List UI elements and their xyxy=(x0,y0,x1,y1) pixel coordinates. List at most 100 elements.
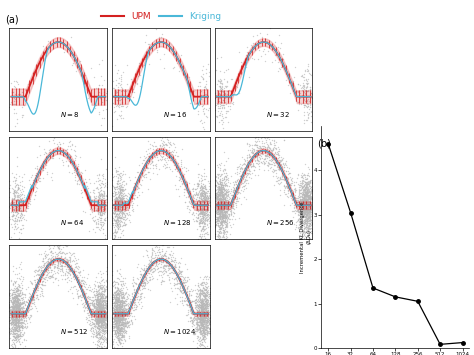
Point xyxy=(13,301,21,307)
Point xyxy=(191,331,199,336)
Point xyxy=(246,160,253,165)
Point xyxy=(94,315,102,320)
Point xyxy=(218,215,226,221)
Point xyxy=(12,339,19,344)
Point xyxy=(146,268,154,273)
Point xyxy=(115,310,123,316)
Point xyxy=(110,309,118,315)
Point xyxy=(58,267,65,272)
Point xyxy=(97,184,105,190)
Point xyxy=(121,222,129,228)
Point xyxy=(301,197,309,203)
Point xyxy=(104,220,111,226)
Point xyxy=(227,204,234,209)
Point xyxy=(217,201,225,207)
Point xyxy=(221,173,228,179)
Point xyxy=(211,95,219,101)
Point xyxy=(165,255,173,261)
Point xyxy=(121,316,129,322)
Point xyxy=(229,222,237,227)
Point xyxy=(243,140,251,146)
Point xyxy=(86,322,93,328)
Point xyxy=(301,230,308,235)
Point xyxy=(14,319,22,324)
Point xyxy=(302,209,310,214)
Point xyxy=(74,263,82,269)
Point xyxy=(118,179,126,185)
Point xyxy=(92,306,100,312)
Point xyxy=(222,174,229,179)
Point xyxy=(238,64,246,69)
Point xyxy=(118,317,126,323)
Point xyxy=(94,314,102,320)
Point xyxy=(94,198,101,203)
Point xyxy=(216,212,224,217)
Point xyxy=(111,308,119,314)
Point xyxy=(309,221,316,227)
Point xyxy=(113,328,120,334)
Point xyxy=(263,149,270,155)
Point xyxy=(150,269,157,275)
Point xyxy=(307,178,314,184)
Point xyxy=(112,318,119,323)
Point xyxy=(121,316,128,322)
Point xyxy=(201,310,209,315)
Point xyxy=(301,198,309,204)
Point xyxy=(119,195,127,201)
Point xyxy=(303,196,310,202)
Point xyxy=(279,161,286,166)
Point xyxy=(302,199,310,204)
Point xyxy=(15,323,23,329)
Point xyxy=(15,200,22,205)
Point xyxy=(206,315,213,321)
Point xyxy=(298,228,306,233)
Point xyxy=(17,333,25,338)
Point xyxy=(97,224,104,230)
Point xyxy=(7,326,14,331)
Point xyxy=(98,312,106,318)
Point xyxy=(274,44,282,50)
Point xyxy=(266,140,273,146)
Point xyxy=(298,222,305,227)
Point xyxy=(213,308,220,314)
Point xyxy=(112,309,119,315)
Point xyxy=(196,313,203,319)
Point xyxy=(205,325,213,331)
Point xyxy=(254,172,261,178)
Point xyxy=(199,300,207,306)
Point xyxy=(107,201,115,206)
Point xyxy=(217,219,225,224)
Point xyxy=(217,54,225,60)
Point xyxy=(64,261,72,267)
Point xyxy=(219,210,227,215)
Point xyxy=(213,214,220,220)
Point xyxy=(16,306,24,311)
Point xyxy=(202,86,210,92)
Point xyxy=(114,287,121,293)
Point xyxy=(46,243,53,249)
Point xyxy=(17,189,25,195)
Point xyxy=(109,283,117,289)
Point xyxy=(10,297,18,303)
Point xyxy=(222,175,230,180)
Point xyxy=(301,203,309,209)
Point xyxy=(302,201,310,207)
Point xyxy=(18,114,26,120)
Point xyxy=(64,288,72,294)
Point xyxy=(306,220,313,226)
Point xyxy=(201,206,209,212)
Point xyxy=(215,217,222,222)
Point xyxy=(18,315,26,320)
Point xyxy=(208,94,215,100)
Point xyxy=(104,326,112,332)
Point xyxy=(198,327,206,333)
Point xyxy=(305,196,313,201)
Point xyxy=(95,331,102,336)
Point xyxy=(123,198,131,204)
Point xyxy=(216,178,224,184)
Point xyxy=(220,229,228,235)
Point xyxy=(98,318,106,324)
Point xyxy=(197,190,204,196)
Point xyxy=(114,313,122,318)
Point xyxy=(196,219,204,225)
